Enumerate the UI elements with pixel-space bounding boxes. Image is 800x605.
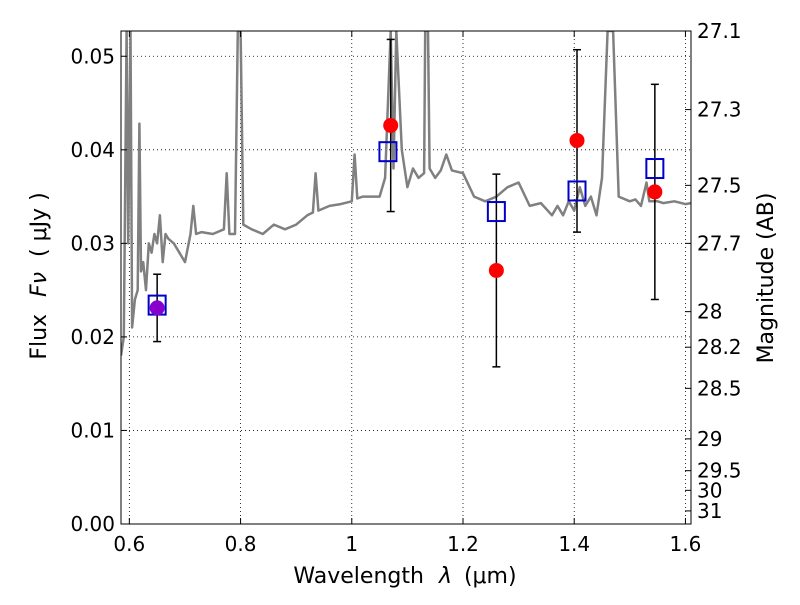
right-tick-label: 28.5 [697,376,742,400]
right-tick-label: 27.3 [697,98,742,122]
x-axis-label: Wavelength λ (μm) [293,564,516,589]
y-tick-label: 0.00 [70,512,115,536]
y-tick-label: 0.04 [70,138,115,162]
x-tick-label: 1 [345,532,358,556]
observed-point [383,117,399,133]
right-tick-label: 27.1 [697,19,742,43]
x-axis-label-unit: (μm) [464,564,517,589]
y-tick-label: 0.05 [70,44,115,68]
y-axis-label-symbol: Fν [27,272,52,297]
observed-point [149,300,165,316]
x-tick-label: 0.8 [225,532,257,556]
observed-point [488,262,504,278]
observed-point [647,184,663,200]
right-tick-label: 30 [697,478,722,502]
right-tick-label: 31 [697,499,722,523]
x-tick-label: 1.4 [558,532,590,556]
right-tick-label: 27.5 [697,173,742,197]
right-tick-label: 29.5 [697,459,742,483]
model-point [645,158,665,180]
right-tick-label: 27.7 [697,231,742,255]
x-tick-label: 0.6 [113,532,145,556]
observed-point [569,132,585,148]
y-axis-label-left: Flux Fν ( μJy ) [27,192,52,359]
x-tick-label: 1.2 [447,532,479,556]
observed-points [149,117,663,316]
model-points [147,141,665,316]
y-tick-label: 0.01 [70,418,115,442]
right-tick-label: 29 [697,427,722,451]
model-point [567,180,587,202]
spectrum-line [121,31,691,356]
x-axis-label-prefix: Wavelength [293,564,424,589]
model-point [486,201,506,223]
y-axis-label-unit: ( μJy ) [27,192,52,257]
plot-frame [120,30,692,525]
y-tick-label: 0.03 [70,231,115,255]
model-point [378,141,398,163]
x-axis-label-symbol: λ [438,564,452,589]
y-axis-ticks: 0.00 0.01 0.02 0.03 0.04 0.05 [70,44,127,536]
model-spectrum [121,31,691,356]
right-tick-label: 28 [697,300,722,324]
right-tick-label: 28.2 [697,335,742,359]
x-tick-label: 1.6 [670,532,702,556]
x-axis-ticks: 0.6 0.8 1 1.2 1.4 1.6 [113,31,701,556]
y-tick-label: 0.02 [70,325,115,349]
y-axis-label-right: Magnitude (AB) [754,193,779,364]
y-axis-label-prefix: Flux [27,314,52,360]
